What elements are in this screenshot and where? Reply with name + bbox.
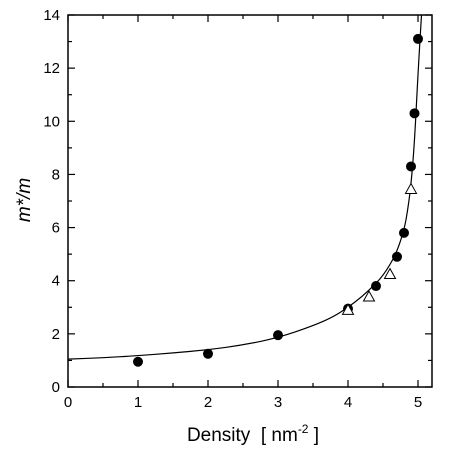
y-tick-label: 12 [43,60,60,77]
data-point-circle [413,33,423,44]
data-point-circle [392,251,402,262]
axis-ticks [67,14,432,388]
y-tick-label: 10 [43,113,60,130]
y-tick-label: 0 [52,379,60,396]
y-axis-title: m*/m [14,178,35,222]
plot-frame [67,14,433,388]
y-tick-label: 8 [52,166,60,183]
data-point-circle [371,281,381,292]
data-point-circle [133,356,143,367]
x-tick-label: 3 [274,394,282,411]
y-tick-label: 14 [43,7,60,24]
x-tick-label: 5 [414,394,422,411]
y-tick-label: 2 [52,326,60,343]
data-point-circle [273,330,283,341]
data-point-circle [409,108,420,119]
data-point-triangle [341,303,355,315]
x-axis-title: Density [ nm-2 ] [187,422,319,446]
x-tick-label: 2 [204,394,212,411]
x-tick-label: 0 [64,394,72,411]
data-point-triangle [362,290,376,302]
x-tick-label: 4 [344,394,352,411]
data-markers [133,33,423,367]
data-point-triangle [383,267,397,279]
data-point-circle [203,348,213,359]
y-tick-label: 4 [52,273,60,290]
fit-curve [67,14,423,360]
x-tick-label: 1 [134,394,142,411]
data-point-circle [399,227,409,238]
y-tick-label: 6 [52,220,60,237]
data-point-triangle [404,182,418,194]
data-point-circle [406,161,416,172]
